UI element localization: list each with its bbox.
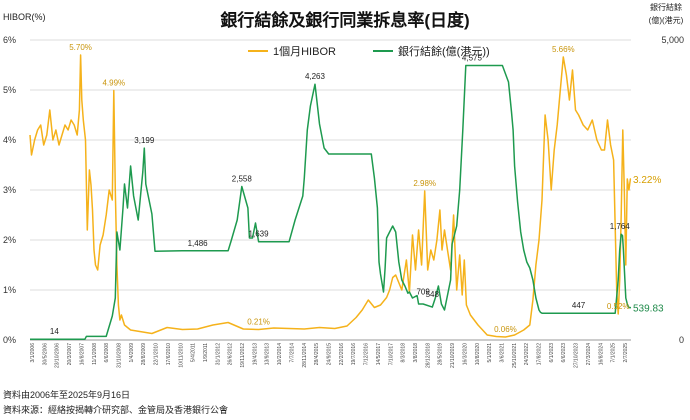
data-label: 709 [416,287,430,296]
data-label: 0.52% [607,302,630,311]
x-tick-label: 17/8/2022 [537,343,543,365]
x-tick-label: 27/3/2024 [586,343,592,365]
y-left-tick-label: 1% [3,285,16,295]
x-tick-label: 22/1/2010 [154,343,160,365]
x-axis-ticks: 3/1/2006 30/5/2006 23/10/2006 20/3/2007 16/8… [30,343,629,368]
y-left-tick-label: 6% [3,35,16,45]
x-tick-label: 16/3/2020 [462,343,468,365]
x-tick-label: 28/12/2018 [425,343,431,368]
data-label: 4,575 [462,54,483,63]
y-right-axis-label-line1: 銀行結餘 [650,2,682,12]
x-tick-label: 5/4/2011 [191,343,197,362]
data-label: 1,639 [249,230,270,239]
x-tick-label: 28/11/2014 [302,343,308,368]
x-tick-label: 3/1/2006 [30,343,36,363]
x-tick-label: 10/11/2010 [178,343,184,368]
y-left-tick-label: 2% [3,235,16,245]
x-tick-label: 17/6/2010 [166,343,172,365]
legend-label-hibor: 1個月HIBOR [273,45,336,58]
y-left-ticks: 0% 1% 2% 3% 4% 5% 6% [3,35,16,345]
series-layer [29,54,632,340]
y-left-axis-label: HIBOR(%) [3,12,46,22]
x-tick-label: 24/3/2022 [524,343,530,365]
x-tick-label: 6/6/2023 [561,343,567,363]
x-tick-label: 3/8/2018 [413,343,419,363]
data-label: 1,486 [188,239,209,248]
x-tick-label: 8/3/2018 [401,343,407,363]
footnote-source: 資料來源：經絡按揭轉介研究部、金管局及香港銀行公會 [3,404,228,415]
data-label: 4,263 [305,72,326,81]
x-tick-label: 25/10/2021 [512,343,518,368]
legend: 1個月HIBOR 銀行結餘(億(港元)) [248,44,490,58]
x-tick-label: 22/2/2016 [339,343,345,365]
y-left-tick-label: 3% [3,185,16,195]
x-tick-label: 23/10/2006 [55,343,61,368]
y-left-tick-label: 0% [3,335,16,345]
x-tick-label: 1/9/2011 [203,343,209,362]
y-right-ticks: 0 5,000 [661,35,684,345]
x-tick-label: 2/7/2025 [623,343,629,363]
chart-title: 銀行結餘及銀行同業拆息率(日度) [220,10,469,30]
x-tick-label: 6/6/2008 [104,343,110,363]
x-tick-label: 30/5/2006 [42,343,48,365]
data-label: 447 [572,301,586,310]
x-tick-label: 20/3/2007 [67,343,73,365]
x-tick-label: 19/7/2016 [351,343,357,365]
data-label: 14 [50,327,59,336]
data-label: 3,199 [134,136,155,145]
y-left-tick-label: 5% [3,85,16,95]
x-tick-label: 5/1/2021 [487,343,493,363]
x-tick-label: 7/12/2016 [364,343,370,365]
y-right-tick-label: 0 [679,335,684,345]
x-tick-label: 10/2/2014 [277,343,283,365]
x-tick-label: 3/6/2021 [499,343,505,363]
series-line-hibor [29,54,632,338]
x-tick-label: 21/10/2019 [450,343,456,368]
x-tick-label: 10/8/2020 [475,343,481,365]
x-tick-label: 26/6/2012 [228,343,234,365]
legend-label-balance: 銀行結餘(億(港元)) [398,44,490,58]
data-label: 1,764 [610,222,631,231]
data-label: 4.99% [102,79,125,88]
x-tick-label: 19/4/2013 [252,343,258,365]
x-tick-label: 19/11/2012 [240,343,246,368]
x-tick-label: 6/1/2023 [549,343,555,363]
x-tick-label: 11/1/2008 [92,343,98,365]
end-label-hibor: 3.22% [633,175,661,186]
data-label: 0.21% [247,318,270,327]
data-label: 0.06% [494,325,517,334]
x-tick-label: 28/5/2019 [438,343,444,365]
x-tick-label: 7/1/2025 [611,343,617,363]
footnote-range: 資料由2006年至2025年9月16日 [3,389,130,400]
data-label: 548 [426,290,440,299]
x-tick-label: 31/1/2012 [215,343,221,365]
x-tick-label: 1/4/2009 [129,343,135,363]
x-tick-label: 28/4/2015 [314,343,320,365]
x-tick-label: 14/5/2017 [376,343,382,365]
y-right-tick-label: 5,000 [661,35,684,45]
data-label: 2.98% [413,179,436,188]
x-tick-label: 27/10/2023 [574,343,580,368]
x-tick-label: 16/8/2007 [79,343,85,365]
x-tick-label: 16/8/2024 [598,343,604,365]
y-left-tick-label: 4% [3,135,16,145]
x-tick-label: 13/9/2013 [265,343,271,365]
x-tick-label: 28/8/2009 [141,343,147,365]
end-label-balance: 539.83 [633,304,664,315]
data-label: 5.66% [552,45,575,54]
series-line-bank-balance [30,64,631,340]
data-label: 5.70% [69,43,92,52]
y-right-axis-label-line2: (億)(港元) [649,15,684,25]
annotations: 5.70% 4.99% 0.21% 2.98% 0.06% 5.66% 0.52% 14 3,1… [50,43,664,336]
x-tick-label: 31/10/2008 [116,343,122,368]
data-label: 2,558 [232,175,253,184]
x-tick-label: 24/9/2015 [327,343,333,365]
x-tick-label: 7/10/2017 [388,343,394,365]
x-tick-label: 7/7/2014 [289,343,295,363]
grid-lines [30,39,631,341]
